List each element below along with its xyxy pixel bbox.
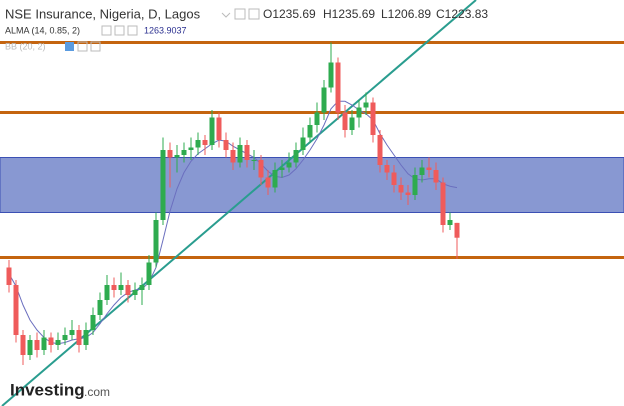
- candle-body: [34, 340, 40, 350]
- candle-body: [118, 285, 124, 290]
- candle-body: [258, 160, 264, 178]
- candle-body: [62, 335, 68, 340]
- candle-body: [216, 117, 222, 140]
- candle-body: [307, 125, 313, 138]
- candle-body: [69, 330, 75, 335]
- candle-body: [48, 337, 54, 345]
- candle-body: [223, 140, 229, 150]
- candle-body: [384, 165, 390, 173]
- indicator-icon[interactable]: [65, 42, 74, 51]
- indicator-value: 1263.9037: [144, 25, 187, 35]
- candle-body: [104, 285, 110, 300]
- candle-body: [265, 177, 271, 188]
- indicator-icon[interactable]: [127, 25, 138, 36]
- indicator-icon[interactable]: [90, 41, 101, 52]
- candle-body: [188, 147, 194, 150]
- settings-icon[interactable]: [234, 8, 246, 20]
- candle-body: [237, 145, 243, 163]
- candle-body: [314, 112, 320, 125]
- candle-body: [363, 102, 369, 108]
- candle-body: [447, 220, 453, 225]
- indicator-icon[interactable]: [114, 25, 125, 36]
- candle-body: [356, 107, 362, 118]
- toggle-icon[interactable]: [248, 8, 260, 20]
- candle-body: [286, 162, 292, 168]
- candle-body: [41, 337, 47, 350]
- candle-body: [90, 315, 96, 330]
- candle-body: [412, 175, 418, 195]
- candle-body: [426, 167, 432, 170]
- candle-body: [370, 102, 376, 135]
- candle-body: [97, 300, 103, 315]
- indicator-icon[interactable]: [77, 41, 88, 52]
- candle-body: [335, 62, 341, 113]
- candle-body: [125, 285, 131, 295]
- candle-body: [244, 145, 250, 160]
- candle-body: [433, 170, 439, 183]
- zone: [0, 157, 624, 213]
- candle-body: [440, 182, 446, 225]
- dropdown-icon[interactable]: [221, 12, 231, 18]
- corner: [0, 0, 4, 4]
- candle-body: [272, 170, 278, 188]
- candle-body: [342, 112, 348, 130]
- candle-body: [111, 285, 117, 290]
- candle-body: [293, 150, 299, 163]
- candle-body: [139, 285, 145, 290]
- candle-body: [174, 155, 180, 158]
- candle-body: [160, 150, 166, 220]
- candle-body: [83, 330, 89, 345]
- candle-body: [146, 262, 152, 285]
- candle-body: [153, 220, 159, 263]
- brand-suffix: .com: [84, 385, 110, 399]
- candle-body: [6, 267, 12, 285]
- candle-body: [20, 335, 26, 355]
- candle-body: [132, 290, 138, 295]
- candle-body: [405, 192, 411, 195]
- candle-body: [454, 222, 460, 238]
- candle-body: [349, 117, 355, 130]
- candle-body: [55, 340, 61, 345]
- candle-body: [181, 150, 187, 155]
- hidden-indicator-label: BB (20, 2): [5, 41, 46, 51]
- indicator-label: ALMA (14, 0.85, 2): [5, 25, 80, 35]
- candle-body: [279, 167, 285, 170]
- candle-body: [13, 285, 19, 335]
- candle-body: [167, 150, 173, 158]
- candle-body: [300, 137, 306, 150]
- candle-body: [202, 140, 208, 145]
- ohlc-open: O1235.69: [263, 7, 316, 21]
- candle-body: [419, 167, 425, 175]
- ohlc-low: L1206.89: [381, 7, 431, 21]
- candle-body: [230, 150, 236, 163]
- chart-title: NSE Insurance, Nigeria, D, Lagos: [5, 6, 201, 21]
- candle-body: [328, 62, 334, 88]
- indicator-icon[interactable]: [101, 25, 112, 36]
- ohlc-close: C1223.83: [436, 7, 488, 21]
- brand-logo: Investing: [10, 380, 85, 399]
- candle-body: [27, 340, 33, 355]
- candle-body: [377, 135, 383, 165]
- ohlc-high: H1235.69: [323, 7, 375, 21]
- candle-body: [321, 87, 327, 113]
- candle-body: [209, 117, 215, 145]
- alma-line: [8, 100, 458, 345]
- candle-body: [391, 172, 397, 185]
- candle-body: [251, 160, 257, 161]
- candle-body: [76, 330, 82, 345]
- candle-body: [398, 185, 404, 193]
- candle-body: [195, 140, 201, 148]
